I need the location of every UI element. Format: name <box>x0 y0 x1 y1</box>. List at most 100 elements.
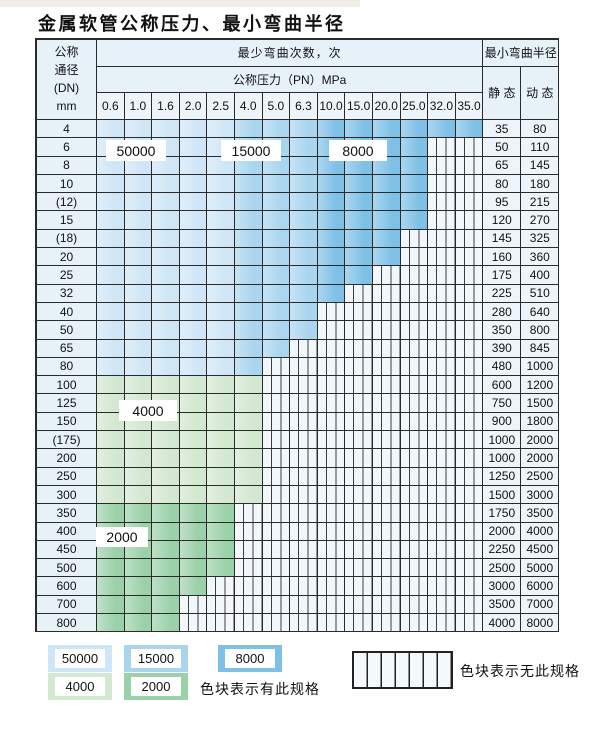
spec-cell <box>317 211 346 230</box>
spec-cell <box>345 156 373 175</box>
spec-cell <box>234 394 263 413</box>
no-spec-cell <box>290 540 318 560</box>
spec-cell <box>97 559 125 578</box>
no-spec-cell <box>428 595 456 614</box>
static-radius-value: 4000 <box>483 613 522 633</box>
spec-cell <box>152 156 180 175</box>
no-spec-cell <box>400 522 429 541</box>
dynamic-radius-value: 6000 <box>521 577 560 596</box>
no-spec-cell <box>262 595 291 614</box>
spec-cell <box>97 449 125 468</box>
no-spec-cell <box>345 339 373 358</box>
row-label-dn: 80 <box>37 357 97 377</box>
no-spec-cell <box>400 376 429 395</box>
no-spec-cell <box>345 284 373 303</box>
spec-cell <box>207 394 235 413</box>
spec-cell <box>179 193 208 212</box>
spec-cell <box>97 248 125 267</box>
spec-cell <box>124 229 153 249</box>
legend-swatch-15000: 15000 <box>124 645 188 672</box>
no-spec-cell <box>317 339 346 358</box>
spec-cell <box>97 485 125 505</box>
no-spec-cell <box>428 431 456 450</box>
static-radius-value: 350 <box>483 321 522 340</box>
spec-cell <box>179 156 208 175</box>
no-spec-cell <box>290 376 318 395</box>
spec-cell <box>234 193 263 212</box>
spec-cell <box>345 229 373 249</box>
no-spec-cell <box>428 211 456 230</box>
no-spec-cell <box>345 540 373 560</box>
no-spec-cell <box>317 376 346 395</box>
legend-no-spec-text: 色块表示无此规格 <box>460 663 580 679</box>
no-spec-cell <box>428 559 456 578</box>
static-radius-value: 1750 <box>483 504 522 523</box>
spec-cell <box>400 211 429 230</box>
no-spec-cell <box>400 540 429 560</box>
static-header: 静 态 <box>483 66 522 120</box>
no-spec-cell <box>455 449 484 468</box>
spec-cell <box>124 485 153 505</box>
spec-cell <box>97 504 125 523</box>
static-radius-value: 2000 <box>483 522 522 541</box>
spec-cell <box>207 357 235 377</box>
spec-cell <box>234 321 263 340</box>
spec-cell <box>179 412 208 432</box>
spec-cell <box>317 193 346 212</box>
spec-cell <box>152 339 180 358</box>
no-spec-cell <box>345 467 373 486</box>
no-spec-cell <box>262 394 291 413</box>
spec-cell <box>124 431 153 450</box>
static-radius-value: 65 <box>483 156 522 175</box>
legend-swatch-8000: 8000 <box>218 645 282 672</box>
spec-cell <box>207 321 235 340</box>
row-label-dn: 600 <box>37 577 97 596</box>
spec-cell <box>97 211 125 230</box>
dynamic-radius-value: 4000 <box>521 522 560 541</box>
no-spec-cell <box>234 613 263 633</box>
no-spec-cell <box>290 595 318 614</box>
spec-cell <box>152 321 180 340</box>
no-spec-cell <box>290 613 318 633</box>
spec-cell <box>179 357 208 377</box>
row-label-dn: 50 <box>37 321 97 340</box>
spec-cell <box>207 485 235 505</box>
row-label-dn: (175) <box>37 431 97 450</box>
no-spec-cell <box>428 302 456 322</box>
dynamic-radius-value: 1000 <box>521 357 560 377</box>
no-spec-cell <box>372 577 401 596</box>
spec-cell <box>207 284 235 303</box>
no-spec-cell <box>455 540 484 560</box>
spec-cell <box>290 138 318 157</box>
static-radius-value: 280 <box>483 302 522 322</box>
no-spec-cell <box>234 577 263 596</box>
no-spec-cell <box>345 376 373 395</box>
no-spec-cell <box>428 248 456 267</box>
spec-cell <box>152 211 180 230</box>
no-spec-cell <box>400 485 429 505</box>
spec-cell <box>317 174 346 194</box>
spec-cell <box>290 211 318 230</box>
spec-cell <box>179 266 208 285</box>
spec-cell <box>262 119 291 139</box>
spec-cell <box>207 248 235 267</box>
spec-cell <box>97 394 125 413</box>
no-spec-cell <box>372 266 401 285</box>
spec-cell <box>152 613 180 633</box>
spec-cell <box>262 193 291 212</box>
spec-cell <box>124 302 153 322</box>
no-spec-cell <box>372 485 401 505</box>
spec-cell <box>372 193 401 212</box>
no-spec-cell <box>400 302 429 322</box>
spec-cell <box>179 504 208 523</box>
spec-cell <box>124 357 153 377</box>
spec-cell <box>455 119 484 139</box>
spec-cell <box>262 156 291 175</box>
no-spec-cell <box>428 449 456 468</box>
no-spec-cell <box>428 540 456 560</box>
static-radius-value: 145 <box>483 229 522 249</box>
no-spec-cell <box>428 394 456 413</box>
no-spec-cell <box>262 559 291 578</box>
zone-label-2000: 2000 <box>96 527 148 547</box>
spec-cell <box>152 485 180 505</box>
